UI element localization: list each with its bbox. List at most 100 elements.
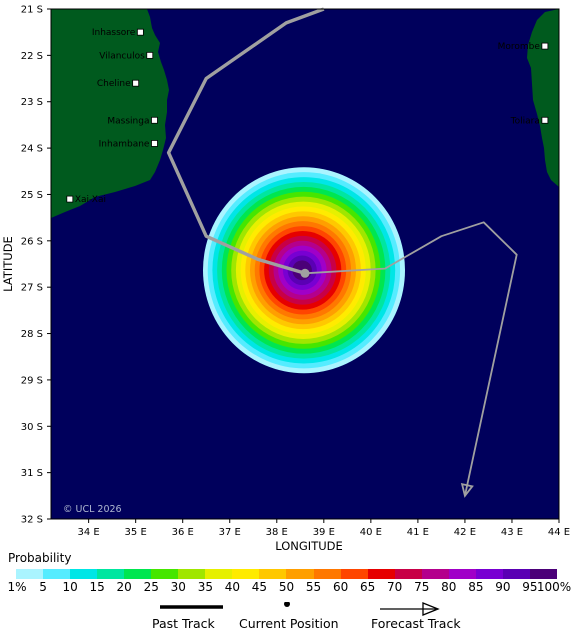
- colorbar-label: 50: [278, 580, 295, 594]
- place-label: Xai-Xai: [75, 195, 106, 205]
- colorbar-swatch: [205, 569, 233, 579]
- x-tick-label: 40 E: [360, 527, 382, 538]
- mozambique-coastline: [51, 9, 169, 218]
- y-axis-ticks: 21 S 22 S 23 S 24 S 25 S 26 S 27 S 28 S 29 S 30 S…: [21, 5, 51, 526]
- place-marker: [541, 116, 549, 124]
- place-label: Morombe: [498, 42, 541, 52]
- y-tick-label: 25 S: [21, 190, 43, 201]
- place-label: Inhambane: [99, 139, 150, 149]
- colorbar-swatch: [259, 569, 287, 579]
- colorbar-swatch: [529, 569, 557, 579]
- x-tick-label: 44 E: [548, 527, 570, 538]
- x-tick-label: 39 E: [313, 527, 335, 538]
- current-position-marker: [300, 268, 310, 278]
- map-area: Inhassore Vilanculos Cheline Massinga Inhamb…: [51, 7, 559, 519]
- place-marker: [541, 42, 549, 50]
- place-markers: Inhassore Vilanculos Cheline Massinga Inhamb…: [66, 28, 549, 205]
- colorbar-label: 75: [414, 580, 430, 594]
- x-tick-label: 36 E: [172, 527, 194, 538]
- place-marker: [151, 140, 158, 147]
- x-tick-label: 38 E: [266, 527, 288, 538]
- colorbar-swatch: [367, 569, 395, 579]
- colorbar-label: 100%: [536, 580, 572, 594]
- x-tick-label: 42 E: [454, 527, 476, 538]
- colorbar-label: 35: [197, 580, 213, 594]
- colorbar-swatch: [43, 569, 71, 579]
- colorbar-label: 65: [360, 580, 376, 594]
- x-tick-label: 35 E: [125, 527, 147, 538]
- colorbar-swatch: [178, 569, 206, 579]
- colorbar-swatch: [16, 569, 44, 579]
- forecast-track-key-icon: [380, 602, 440, 616]
- current-position-key-label: Current Position: [239, 616, 339, 631]
- past-track-line: [166, 7, 325, 275]
- colorbar-swatch: [70, 569, 98, 579]
- colorbar-swatch: [448, 569, 476, 579]
- y-tick-label: 22 S: [21, 51, 43, 62]
- colorbar-swatch: [394, 569, 422, 579]
- y-tick-label: 23 S: [21, 97, 43, 108]
- colorbar-swatch: [97, 569, 125, 579]
- y-tick-label: 28 S: [21, 329, 43, 340]
- x-tick-label: 34 E: [78, 527, 100, 538]
- forecast-track-key-label: Forecast Track: [371, 616, 461, 631]
- y-tick-label: 26 S: [21, 236, 43, 247]
- colorbar-label: 80: [441, 580, 457, 594]
- place-marker: [132, 79, 140, 87]
- map-frame: [50, 8, 560, 520]
- x-tick-label: 43 E: [501, 527, 523, 538]
- current-position-key-icon: [284, 602, 290, 607]
- colorbar-label: 85: [468, 580, 484, 594]
- place-marker: [146, 51, 154, 59]
- place-marker: [66, 195, 74, 203]
- colorbar-swatch: [475, 569, 503, 579]
- colorbar-label: 10: [62, 580, 78, 594]
- colorbar-swatch: [124, 569, 152, 579]
- place-label: Toliara: [510, 116, 540, 126]
- x-tick-label: 41 E: [407, 527, 429, 538]
- y-tick-label: 30 S: [21, 422, 43, 433]
- place-label: Vilanculos: [99, 51, 145, 61]
- legend-title: Probability: [8, 551, 72, 565]
- y-tick-label: 21 S: [21, 5, 43, 16]
- colorbar-label: 15: [89, 580, 105, 594]
- forecast-track-line: [304, 221, 518, 496]
- x-axis-label: LONGITUDE: [275, 539, 343, 553]
- colorbar-label: 5: [39, 580, 47, 594]
- colorbar-label: 95: [522, 580, 538, 594]
- colorbar-swatch: [502, 569, 530, 579]
- colorbar-swatch: [340, 569, 368, 579]
- place-label: Cheline: [97, 79, 131, 89]
- colorbar-label: 20: [116, 580, 132, 594]
- colorbar-swatch: [286, 569, 314, 579]
- colorbar-label: 55: [305, 580, 322, 594]
- colorbar-swatch: [232, 569, 260, 579]
- colorbar-label: 45: [251, 580, 268, 594]
- place-marker: [151, 116, 158, 124]
- past-track-key-icon: [160, 605, 223, 609]
- colorbar-labels: 1% 5 10 15 20 25 30 35 40 45 50 55 60 65 70 75 80 85 90 95 1…: [0, 580, 580, 596]
- colorbar-label: 70: [387, 580, 403, 594]
- x-tick-label: 37 E: [219, 527, 241, 538]
- colorbar-label: 90: [495, 580, 511, 594]
- copyright: © UCL 2026: [63, 504, 122, 515]
- madagascar-coastline: [527, 9, 559, 187]
- colorbar-label: 25: [143, 580, 159, 594]
- place-label: Inhassore: [92, 28, 136, 38]
- colorbar-swatch: [421, 569, 449, 579]
- colorbar-label: 1%: [7, 580, 27, 594]
- colorbar-label: 60: [332, 580, 349, 594]
- past-track-key-label: Past Track: [152, 616, 215, 631]
- forecast-arrowhead: [460, 482, 474, 498]
- colorbar-label: 40: [224, 580, 241, 594]
- place-label: Massinga: [107, 116, 149, 126]
- y-tick-label: 31 S: [21, 468, 43, 479]
- y-tick-label: 32 S: [21, 515, 43, 526]
- x-axis-ticks: 34 E 35 E 36 E 37 E 38 E 39 E 40 E 41 E 42 E 43 E…: [78, 519, 570, 538]
- y-axis-label: LATITUDE: [1, 236, 15, 292]
- colorbar-label: 30: [170, 580, 186, 594]
- y-tick-label: 24 S: [21, 144, 43, 155]
- place-marker: [136, 28, 144, 36]
- colorbar-swatch: [151, 569, 179, 579]
